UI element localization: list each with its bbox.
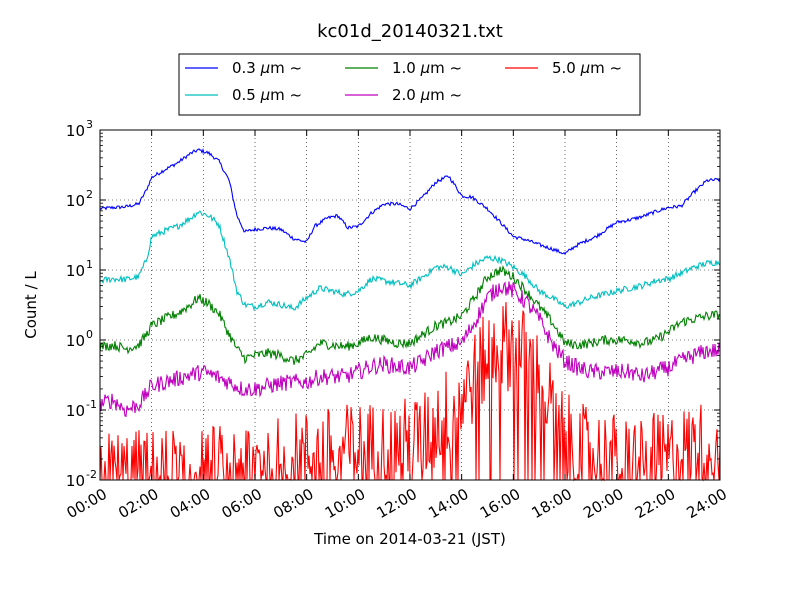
legend: 0.3 μm ~ 0.5 μm ~ 1.0 μm ~ 2.0 μm ~ 5.0 μm ~ (178, 53, 641, 116)
series-line (99, 265, 721, 365)
y-tick-exponent: -1 (86, 398, 97, 411)
y-tick-label: 10 (66, 332, 85, 350)
y-tick-label: 10 (66, 262, 85, 280)
ticks (99, 129, 721, 481)
y-tick-label: 10 (66, 402, 85, 420)
legend-box (178, 53, 641, 116)
x-axis-label: Time on 2014-03-21 (JST) (313, 530, 506, 548)
y-tick-exponent: -2 (86, 468, 97, 481)
y-tick-exponent: 2 (86, 188, 93, 201)
y-tick-label: 10 (66, 472, 85, 490)
y-tick-exponent: 0 (86, 328, 93, 341)
y-axis-label: Count / L (22, 271, 40, 339)
y-tick-exponent: 3 (86, 118, 93, 131)
grid (100, 130, 720, 480)
series-line (99, 281, 721, 418)
series-line (99, 148, 721, 255)
chart-title: kc01d_20140321.txt (317, 21, 503, 42)
legend-label: 5.0 μm ~ (552, 59, 622, 77)
legend-label: 1.0 μm ~ (392, 59, 462, 77)
legend-label: 0.3 μm ~ (232, 59, 302, 77)
y-tick-label: 10 (66, 122, 85, 140)
legend-label: 2.0 μm ~ (392, 86, 462, 104)
series-line (99, 210, 721, 312)
legend-label: 0.5 μm ~ (232, 86, 302, 104)
y-tick-label: 10 (66, 192, 85, 210)
legend-entries: 0.3 μm ~ 0.5 μm ~ 1.0 μm ~ 2.0 μm ~ 5.0 μm ~ (185, 59, 622, 104)
y-tick-exponent: 1 (86, 258, 93, 271)
